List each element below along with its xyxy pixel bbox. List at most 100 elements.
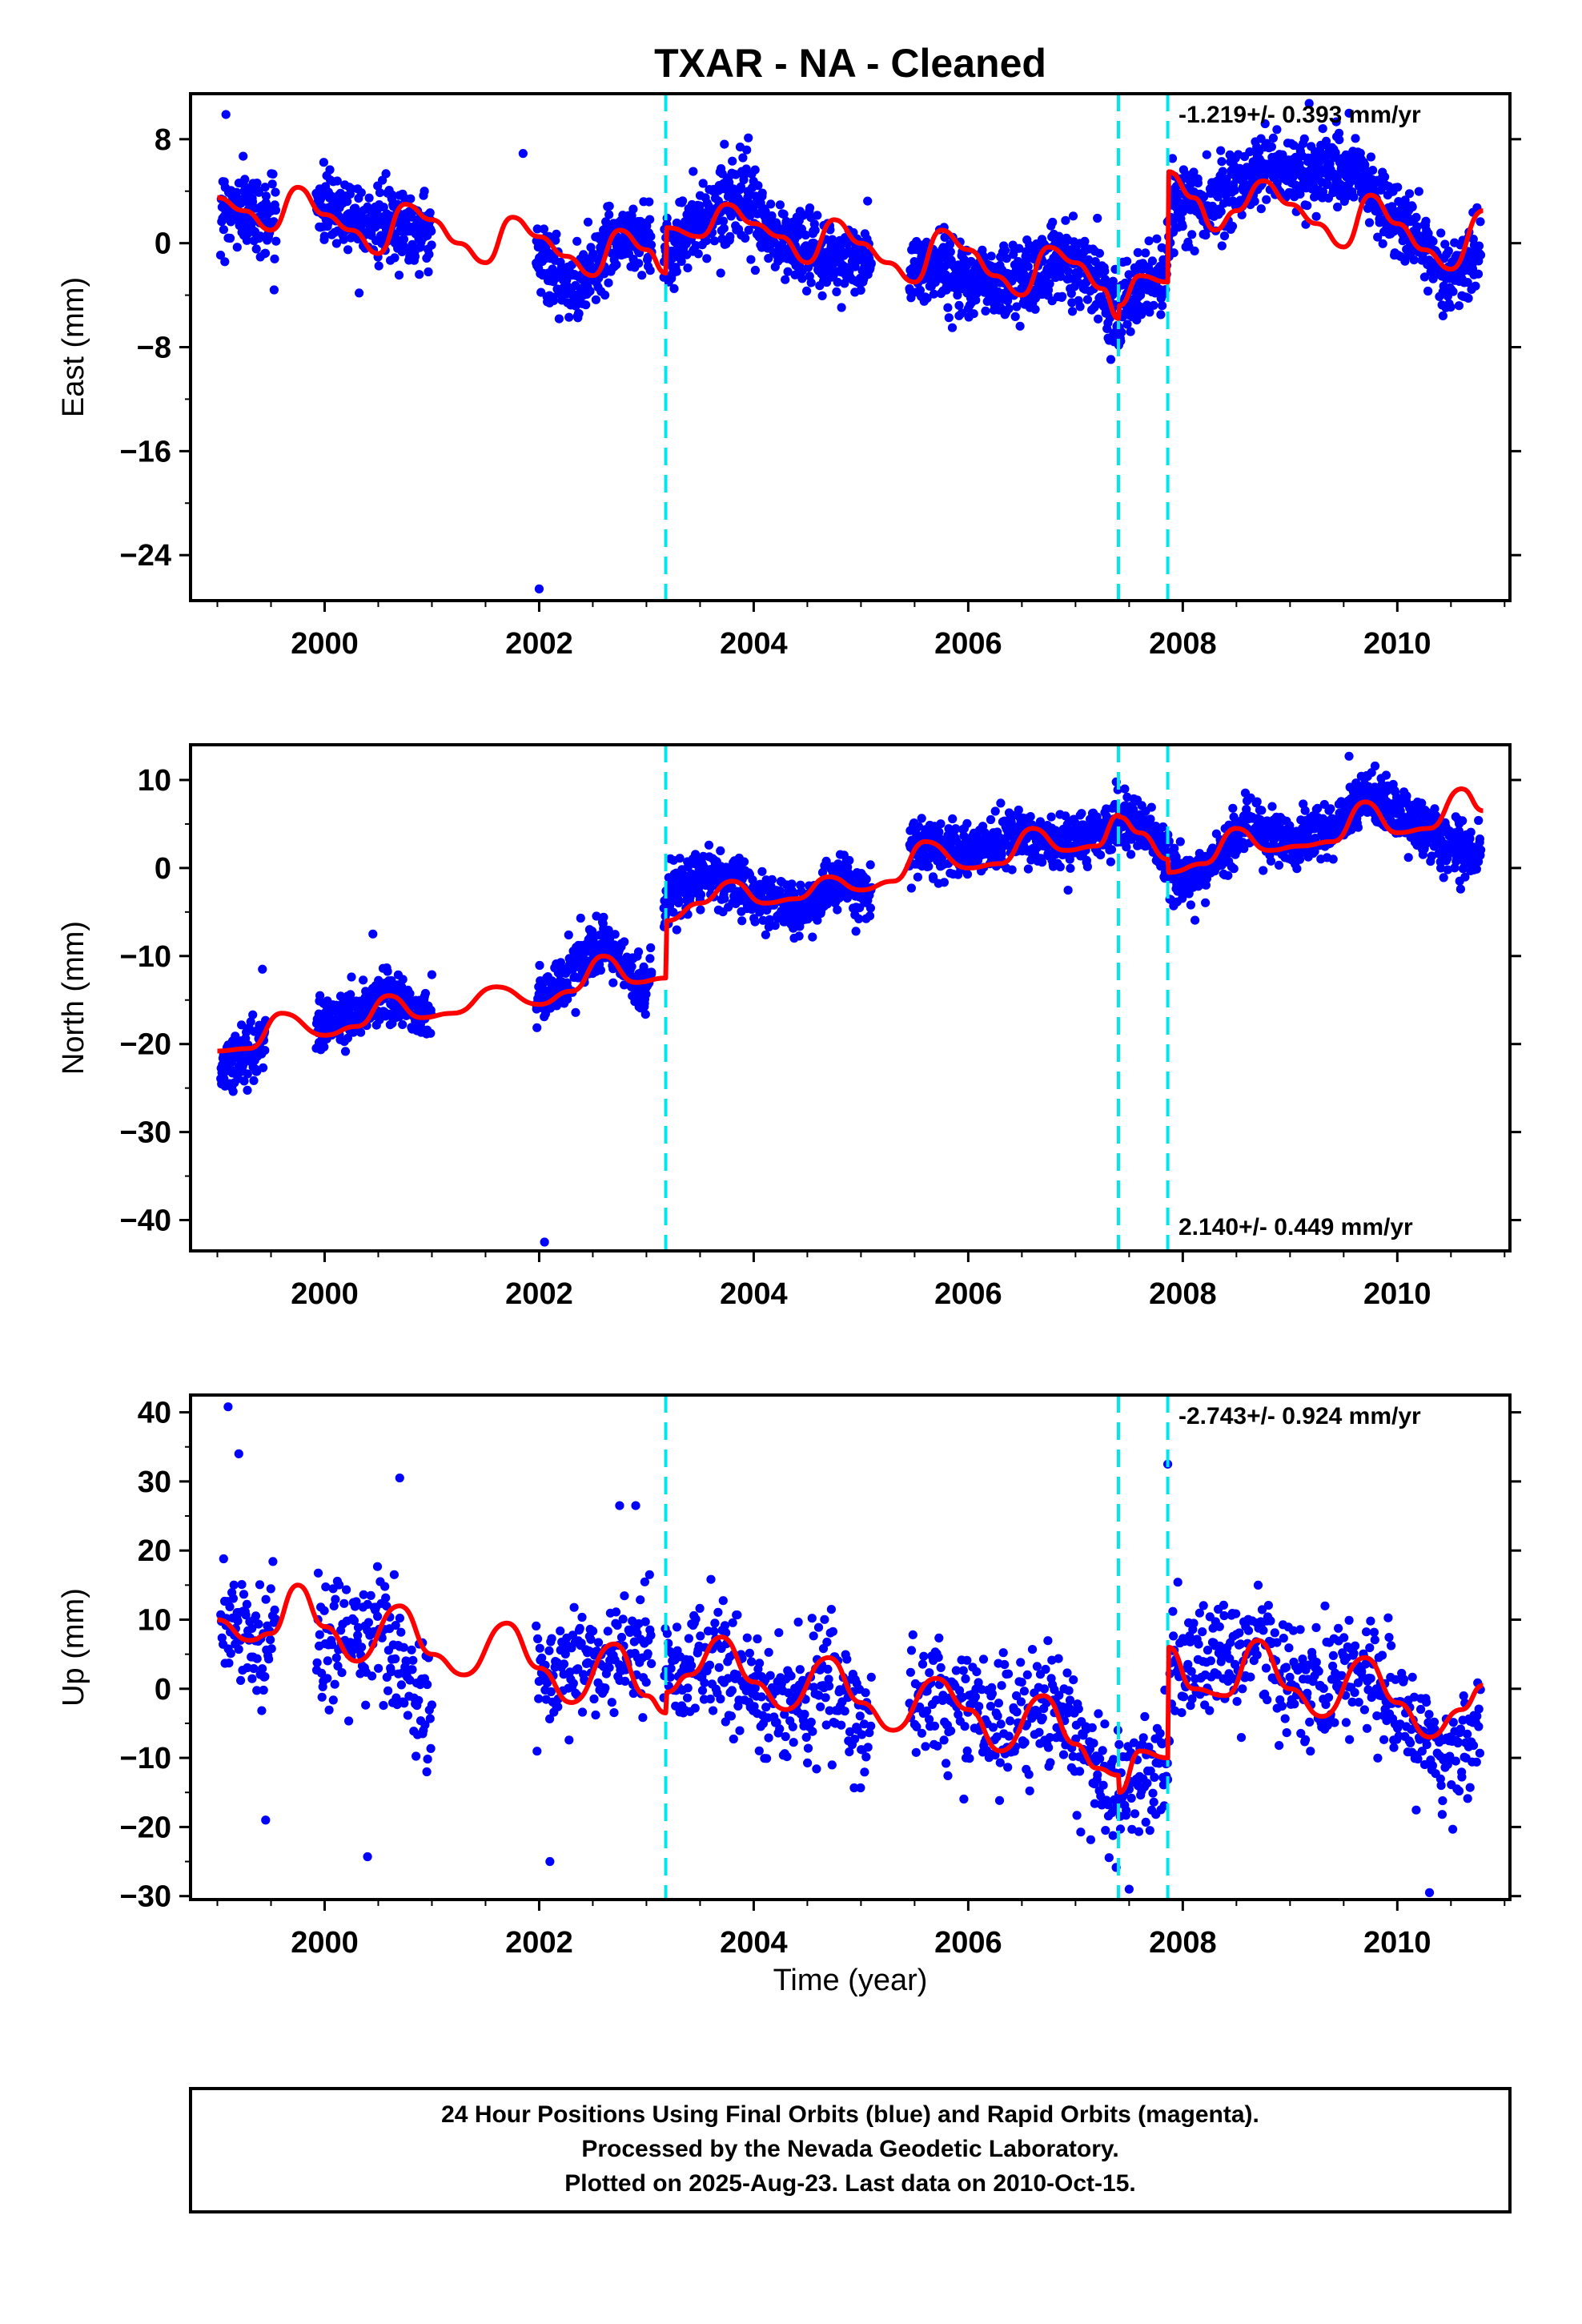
data-point xyxy=(1228,803,1238,813)
data-point xyxy=(226,217,235,227)
data-point xyxy=(1267,142,1276,151)
data-point xyxy=(426,1028,436,1038)
data-point xyxy=(604,201,614,211)
data-point xyxy=(319,158,328,167)
data-point xyxy=(1056,271,1066,281)
data-point xyxy=(399,235,409,244)
data-point xyxy=(672,267,681,276)
data-point xyxy=(683,263,693,273)
data-point xyxy=(1333,202,1343,212)
data-point xyxy=(232,187,242,197)
data-point xyxy=(415,270,424,279)
data-point xyxy=(1169,248,1178,258)
data-point xyxy=(355,288,364,298)
data-point xyxy=(1010,312,1020,321)
data-point xyxy=(805,203,815,213)
data-point xyxy=(669,283,679,293)
data-point xyxy=(1311,211,1321,221)
data-point xyxy=(1473,269,1484,279)
data-point xyxy=(698,179,708,188)
data-point xyxy=(913,822,923,831)
data-point xyxy=(990,806,1000,816)
data-point xyxy=(547,976,557,986)
data-point xyxy=(954,300,964,310)
data-point xyxy=(1393,183,1403,192)
data-point xyxy=(260,248,271,258)
data-point xyxy=(1476,217,1485,227)
data-point xyxy=(770,921,780,931)
data-point xyxy=(817,291,827,300)
data-point xyxy=(604,210,614,219)
data-point xyxy=(1012,302,1022,312)
data-point xyxy=(364,193,374,203)
data-point xyxy=(612,260,621,270)
data-point xyxy=(243,1069,252,1079)
data-point xyxy=(1201,231,1211,240)
data-point xyxy=(783,267,793,276)
data-point xyxy=(1407,202,1417,211)
data-point xyxy=(865,903,875,913)
data-point xyxy=(737,916,747,926)
data-point xyxy=(1414,187,1423,196)
data-point xyxy=(219,225,228,235)
data-point xyxy=(787,879,797,889)
data-points xyxy=(215,99,1486,593)
data-point xyxy=(600,290,610,300)
data-point xyxy=(725,231,735,241)
data-point xyxy=(962,870,973,879)
data-point xyxy=(1147,256,1157,266)
x-tick-label: 2010 xyxy=(1363,627,1431,661)
data-point xyxy=(951,824,961,834)
data-point xyxy=(861,875,871,884)
data-point xyxy=(674,898,684,908)
data-point xyxy=(1199,192,1209,202)
data-point xyxy=(259,1063,268,1072)
data-point xyxy=(572,236,582,246)
data-point xyxy=(1349,192,1359,202)
data-point xyxy=(845,855,854,865)
data-point xyxy=(1202,150,1211,159)
data-point xyxy=(948,814,958,824)
data-point xyxy=(936,819,946,829)
data-point xyxy=(1120,784,1130,794)
data-point xyxy=(1252,797,1262,806)
data-point xyxy=(1067,307,1078,316)
data-point xyxy=(1464,293,1473,303)
data-point xyxy=(549,296,559,305)
data-point xyxy=(1454,301,1464,311)
data-point xyxy=(1262,195,1271,204)
data-point xyxy=(1304,99,1314,108)
data-point xyxy=(1175,837,1185,846)
data-point xyxy=(718,216,729,226)
data-point xyxy=(581,300,591,310)
data-point xyxy=(394,271,404,280)
data-point xyxy=(802,286,812,296)
data-point xyxy=(232,243,242,252)
data-point xyxy=(794,931,804,941)
data-point xyxy=(1144,236,1154,246)
data-point xyxy=(1229,864,1239,874)
data-point xyxy=(1084,255,1094,264)
data-point xyxy=(254,187,263,197)
data-point xyxy=(939,878,949,887)
data-point xyxy=(1000,245,1010,255)
data-point xyxy=(1201,898,1211,907)
data-point xyxy=(427,227,436,236)
data-point xyxy=(604,925,613,935)
data-point xyxy=(1061,215,1070,225)
data-point xyxy=(646,240,656,250)
data-point xyxy=(1326,804,1335,814)
data-point xyxy=(1082,862,1092,871)
data-point xyxy=(947,323,958,332)
data-point xyxy=(319,231,329,241)
data-point xyxy=(1334,128,1344,138)
data-point xyxy=(1292,864,1302,874)
data-point xyxy=(757,188,767,198)
data-point xyxy=(1227,221,1238,231)
data-point xyxy=(1474,241,1484,251)
data-point xyxy=(738,153,748,163)
data-point xyxy=(866,259,876,268)
data-point xyxy=(696,905,705,915)
data-point xyxy=(1471,281,1480,291)
data-point xyxy=(637,271,647,280)
